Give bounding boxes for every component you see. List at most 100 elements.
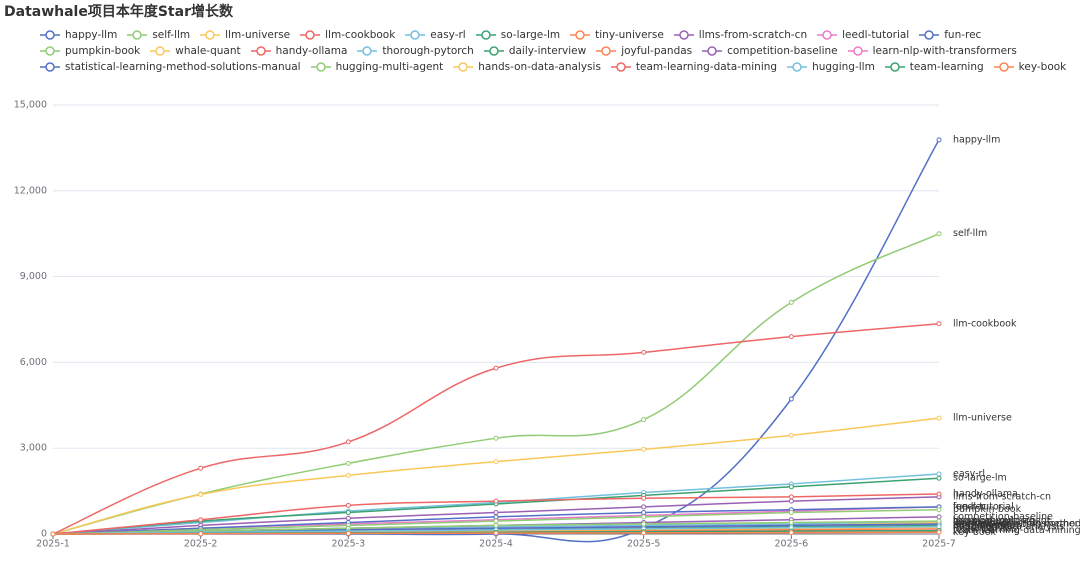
legend-icon (250, 46, 271, 56)
legend-label: easy-rl (430, 29, 466, 41)
legend-label: llm-cookbook (325, 29, 396, 41)
legend-icon (40, 46, 60, 56)
legend-item[interactable]: hugging-multi-agent (310, 60, 443, 74)
legend-item[interactable]: leedl-tutorial (817, 28, 909, 42)
data-point (788, 530, 794, 536)
end-label: thorough-pytorch (953, 516, 1036, 527)
legend-item[interactable]: joyful-pandas (596, 44, 692, 58)
legend-item[interactable]: self-llm (127, 28, 190, 42)
legend-item[interactable]: hugging-llm (787, 60, 875, 74)
legend-icon (817, 30, 838, 40)
legend-item[interactable]: handy-ollama (250, 44, 347, 58)
data-point (641, 510, 647, 516)
legend-item[interactable]: team-learning (884, 60, 984, 74)
legend-item[interactable]: so-large-lm (475, 28, 560, 42)
legend-item[interactable]: fun-rec (919, 28, 981, 42)
data-point (493, 530, 499, 536)
legend-icon (475, 30, 496, 40)
legend-icon (310, 62, 331, 72)
data-point (493, 510, 499, 516)
x-tick-label: 2025-6 (775, 539, 809, 550)
legend-icon (200, 30, 221, 40)
end-label: hugging-llm (953, 521, 1010, 532)
legend-label: competition-baseline (727, 45, 838, 57)
x-tick-label: 2025-5 (627, 539, 661, 550)
legend-icon (787, 62, 808, 72)
data-point (493, 518, 499, 524)
data-point (198, 531, 204, 537)
y-tick-label: 12,000 (14, 185, 47, 196)
legend-item[interactable]: statistical-learning-method-solutions-ma… (40, 60, 301, 74)
legend-item[interactable]: easy-rl (405, 28, 466, 42)
legend-label: llm-universe (225, 29, 291, 41)
legend-label: hugging-llm (812, 61, 875, 73)
data-point (345, 515, 351, 521)
legend: happy-llm self-llm llm-universe llm-cookboo… (40, 28, 1075, 74)
legend-item[interactable]: thorough-pytorch (357, 44, 474, 58)
legend-item[interactable]: hands-on-data-analysis (453, 60, 601, 74)
legend-icon (300, 30, 321, 40)
legend-label: thorough-pytorch (382, 45, 474, 57)
data-point (936, 518, 942, 524)
legend-label: joyful-pandas (621, 45, 693, 57)
data-point (641, 446, 647, 452)
data-point (493, 522, 499, 528)
end-label: whale-quant (953, 517, 1012, 528)
legend-item[interactable]: daily-interview (483, 44, 586, 58)
end-label: tiny-universe (953, 520, 1015, 531)
legend-item[interactable]: tiny-universe (570, 28, 664, 42)
legend-item[interactable]: llms-from-scratch-cn (673, 28, 807, 42)
data-point (641, 530, 647, 536)
legend-icon (610, 62, 631, 72)
legend-label: tiny-universe (595, 29, 664, 41)
data-point (788, 494, 794, 500)
legend-label: whale-quant (175, 45, 241, 57)
data-point (788, 396, 794, 402)
legend-icon (919, 30, 940, 40)
legend-label: learn-nlp-with-transformers (872, 45, 1017, 57)
legend-item[interactable]: happy-llm (40, 28, 117, 42)
legend-item[interactable]: learn-nlp-with-transformers (847, 44, 1017, 58)
data-point (345, 510, 351, 516)
data-point (936, 415, 942, 421)
legend-item[interactable]: llm-universe (200, 28, 290, 42)
end-label: hands-on-data-analysis (953, 522, 1064, 533)
data-point (345, 530, 351, 536)
end-label: easy-rl (953, 468, 985, 479)
legend-icon (673, 30, 694, 40)
data-point (641, 495, 647, 501)
legend-icon (993, 62, 1014, 72)
legend-icon (570, 30, 591, 40)
data-point (345, 460, 351, 466)
legend-icon (40, 62, 60, 72)
x-tick-label: 2025-1 (36, 539, 70, 550)
legend-item[interactable]: team-learning-data-mining (610, 60, 777, 74)
data-point (198, 492, 204, 498)
legend-item[interactable]: pumpkin-book (40, 44, 140, 58)
legend-item[interactable]: competition-baseline (702, 44, 838, 58)
end-label: self-llm (953, 228, 987, 239)
data-point (936, 491, 942, 497)
legend-label: leedl-tutorial (842, 29, 910, 41)
legend-label: pumpkin-book (65, 45, 141, 57)
y-tick-label: 3,000 (20, 443, 47, 454)
data-point (788, 510, 794, 516)
legend-label: self-llm (152, 29, 191, 41)
legend-item[interactable]: llm-cookbook (300, 28, 395, 42)
data-point (493, 365, 499, 371)
end-label: llm-cookbook (953, 318, 1017, 329)
legend-label: fun-rec (944, 29, 982, 41)
legend-item[interactable]: whale-quant (150, 44, 241, 58)
legend-item[interactable]: key-book (993, 60, 1066, 74)
data-point (788, 432, 794, 438)
data-point (493, 498, 499, 504)
data-point (641, 521, 647, 527)
chart-title: Datawhale项目本年度Star增长数 (4, 4, 233, 20)
data-point (936, 529, 942, 535)
end-label: llm-universe (953, 413, 1012, 424)
legend-label: hands-on-data-analysis (478, 61, 601, 73)
legend-icon (847, 46, 868, 56)
legend-icon (127, 30, 148, 40)
